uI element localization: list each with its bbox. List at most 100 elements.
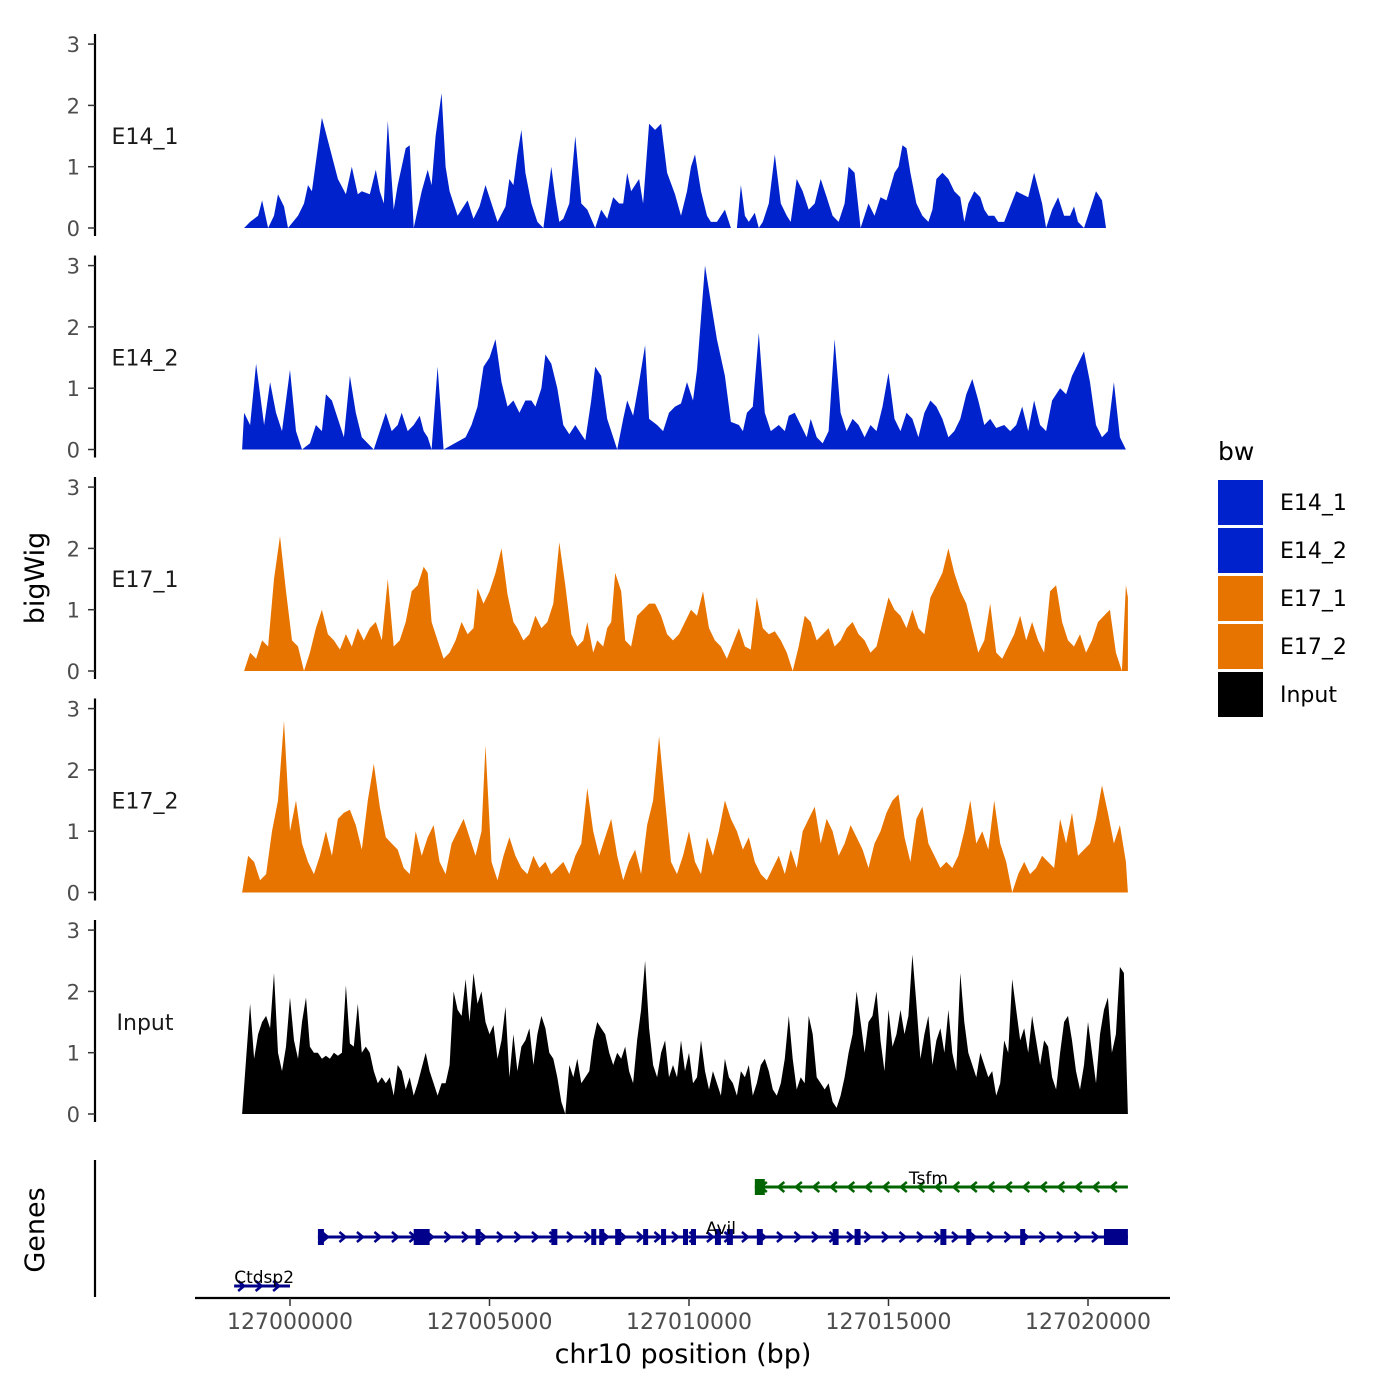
exon	[940, 1229, 947, 1245]
strand-arrow	[898, 1231, 908, 1243]
strand-arrow	[391, 1231, 400, 1243]
y-tick-label: 3	[67, 33, 80, 57]
strand-arrow	[951, 1181, 961, 1193]
x-tick-label: 127000000	[227, 1310, 353, 1335]
strand-arrow	[846, 1231, 855, 1243]
strand-arrow	[986, 1181, 996, 1193]
genes-axis-title: Genes	[20, 1187, 51, 1272]
signal-area	[242, 265, 1126, 450]
signal-area	[242, 954, 1128, 1114]
strand-arrow	[706, 1231, 715, 1243]
track-input: 0 1 2 3 Input	[67, 919, 1128, 1127]
exon	[754, 1179, 765, 1195]
strand-arrow	[986, 1231, 995, 1243]
exon	[615, 1229, 622, 1245]
gene-avil: Avil	[317, 1219, 1128, 1245]
gene-ctdsp2: Ctdsp2	[234, 1268, 294, 1292]
y-tick-label: 2	[67, 316, 80, 340]
strand-arrow	[968, 1231, 978, 1243]
strand-arrow	[1003, 1181, 1013, 1193]
track-e14-1: 0 1 2 3 E14_1	[67, 33, 1107, 241]
track-e14-2: 0 1 2 3 E14_2	[67, 255, 1126, 463]
strand-arrow	[1021, 1181, 1031, 1193]
strand-arrow	[254, 1280, 264, 1292]
strand-arrow	[1108, 1181, 1118, 1193]
exon	[591, 1229, 597, 1245]
tracks-layer: 0 1 2 3 E14_1 0 1 2 3 E14_2 0 1 2 3 E17_1 0 1 2 3 E17_2 0 1 2 3…	[67, 33, 1128, 1127]
signal-area	[244, 536, 1128, 671]
y-tick-label: 3	[67, 698, 80, 722]
strand-arrow	[1003, 1231, 1013, 1243]
strand-arrow	[828, 1181, 838, 1193]
x-axis: 127000000 127005000 127010000 127015000 1270…	[195, 1296, 1170, 1335]
legend-entry-e14-2: E14_2	[1218, 528, 1347, 573]
exon	[413, 1229, 430, 1245]
y-tick-label: 1	[67, 1042, 80, 1066]
strand-arrow	[741, 1231, 750, 1243]
strand-arrow	[863, 1231, 873, 1243]
track-label: Input	[117, 1011, 174, 1036]
legend-swatch	[1218, 480, 1263, 525]
y-tick-label: 3	[67, 255, 80, 279]
y-tick-label: 3	[67, 476, 80, 500]
y-tick-label: 1	[67, 599, 80, 623]
x-axis-title: chr10 position (bp)	[555, 1339, 812, 1370]
legend-label: E17_1	[1280, 587, 1347, 612]
exon	[661, 1229, 667, 1245]
strand-arrow	[636, 1231, 645, 1243]
strand-arrow	[811, 1231, 820, 1243]
strand-arrow	[443, 1231, 453, 1243]
strand-arrow	[583, 1231, 593, 1243]
gene-tsfm: Tsfm	[754, 1169, 1128, 1195]
x-tick-label: 127015000	[826, 1310, 952, 1335]
y-tick-label: 0	[67, 217, 80, 241]
strand-arrow	[478, 1231, 488, 1243]
legend-title: bw	[1218, 437, 1254, 466]
signal-area	[244, 93, 1107, 228]
track-e17-2: 0 1 2 3 E17_2	[67, 698, 1128, 906]
strand-arrow	[566, 1231, 575, 1243]
legend: bw E14_1 E14_2 E17_1 E17_2 Input	[1218, 437, 1347, 717]
strand-arrow	[1091, 1231, 1100, 1243]
exon	[643, 1229, 649, 1245]
exon	[1103, 1229, 1128, 1245]
y-tick-label: 0	[67, 660, 80, 684]
strand-arrow	[373, 1231, 383, 1243]
strand-arrow	[811, 1181, 821, 1193]
y-tick-label: 2	[67, 759, 80, 783]
exon	[832, 1229, 839, 1245]
y-tick-label: 2	[67, 537, 80, 561]
strand-arrow	[881, 1231, 890, 1243]
y-tick-label: 0	[67, 1103, 80, 1127]
strand-arrow	[793, 1231, 803, 1243]
gene-label: Tsfm	[908, 1169, 948, 1189]
strand-arrow	[916, 1181, 926, 1193]
strand-arrow	[237, 1280, 247, 1292]
legend-swatch	[1218, 528, 1263, 573]
y-tick-label: 3	[67, 919, 80, 943]
strand-arrow	[653, 1231, 663, 1243]
track-label: E17_2	[112, 790, 179, 815]
gene-label: Ctdsp2	[234, 1268, 294, 1288]
strand-arrow	[461, 1231, 470, 1243]
strand-arrow	[846, 1181, 856, 1193]
strand-arrow	[916, 1231, 925, 1243]
strand-arrow	[1056, 1231, 1065, 1243]
strand-arrow	[793, 1181, 803, 1193]
y-axis-title: bigWig	[20, 532, 51, 625]
track-label: E17_1	[112, 568, 179, 593]
signal-area	[242, 720, 1128, 893]
exon	[714, 1229, 721, 1245]
legend-swatch	[1218, 624, 1263, 669]
exon	[551, 1229, 558, 1245]
legend-label: E17_2	[1280, 635, 1347, 660]
y-tick-label: 0	[67, 882, 80, 906]
track-label: E14_2	[112, 347, 179, 372]
exon	[966, 1229, 972, 1245]
legend-label: E14_1	[1280, 491, 1347, 516]
legend-swatch	[1218, 576, 1263, 621]
strand-arrow	[776, 1231, 785, 1243]
track-label: E14_1	[112, 125, 179, 150]
exon	[683, 1229, 689, 1245]
genes-layer: Tsfm Avil Ctdsp2	[93, 1160, 1128, 1297]
